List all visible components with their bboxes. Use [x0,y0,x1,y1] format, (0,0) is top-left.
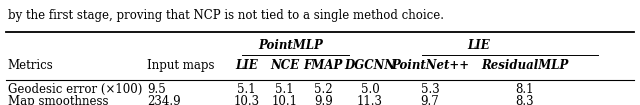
Text: 5.3: 5.3 [420,83,440,96]
Text: by the first stage, proving that NCP is not tied to a single method choice.: by the first stage, proving that NCP is … [8,9,444,22]
Text: 8.3: 8.3 [515,95,534,105]
Text: 5.1: 5.1 [275,83,294,96]
Text: 9.7: 9.7 [420,95,440,105]
Text: 234.9: 234.9 [147,95,181,105]
Text: PointMLP: PointMLP [259,39,324,52]
Text: 10.3: 10.3 [234,95,259,105]
Text: PointNet++: PointNet++ [391,59,469,72]
Text: Input maps: Input maps [147,59,214,72]
Text: NCE: NCE [270,59,300,72]
Text: Metrics: Metrics [8,59,53,72]
Text: 10.1: 10.1 [272,95,298,105]
Text: LIE: LIE [235,59,258,72]
Text: Map smoothness: Map smoothness [8,95,108,105]
Text: Geodesic error (×100): Geodesic error (×100) [8,83,142,96]
Text: DGCNN: DGCNN [344,59,396,72]
Text: 9.9: 9.9 [314,95,333,105]
Text: 11.3: 11.3 [357,95,383,105]
Text: LIE: LIE [467,39,490,52]
Text: 5.1: 5.1 [237,83,256,96]
Text: 5.0: 5.0 [360,83,380,96]
Text: 8.1: 8.1 [516,83,534,96]
Text: ResidualMLP: ResidualMLP [481,59,568,72]
Text: 5.2: 5.2 [314,83,333,96]
Text: FMAP: FMAP [303,59,343,72]
Text: 9.5: 9.5 [147,83,166,96]
